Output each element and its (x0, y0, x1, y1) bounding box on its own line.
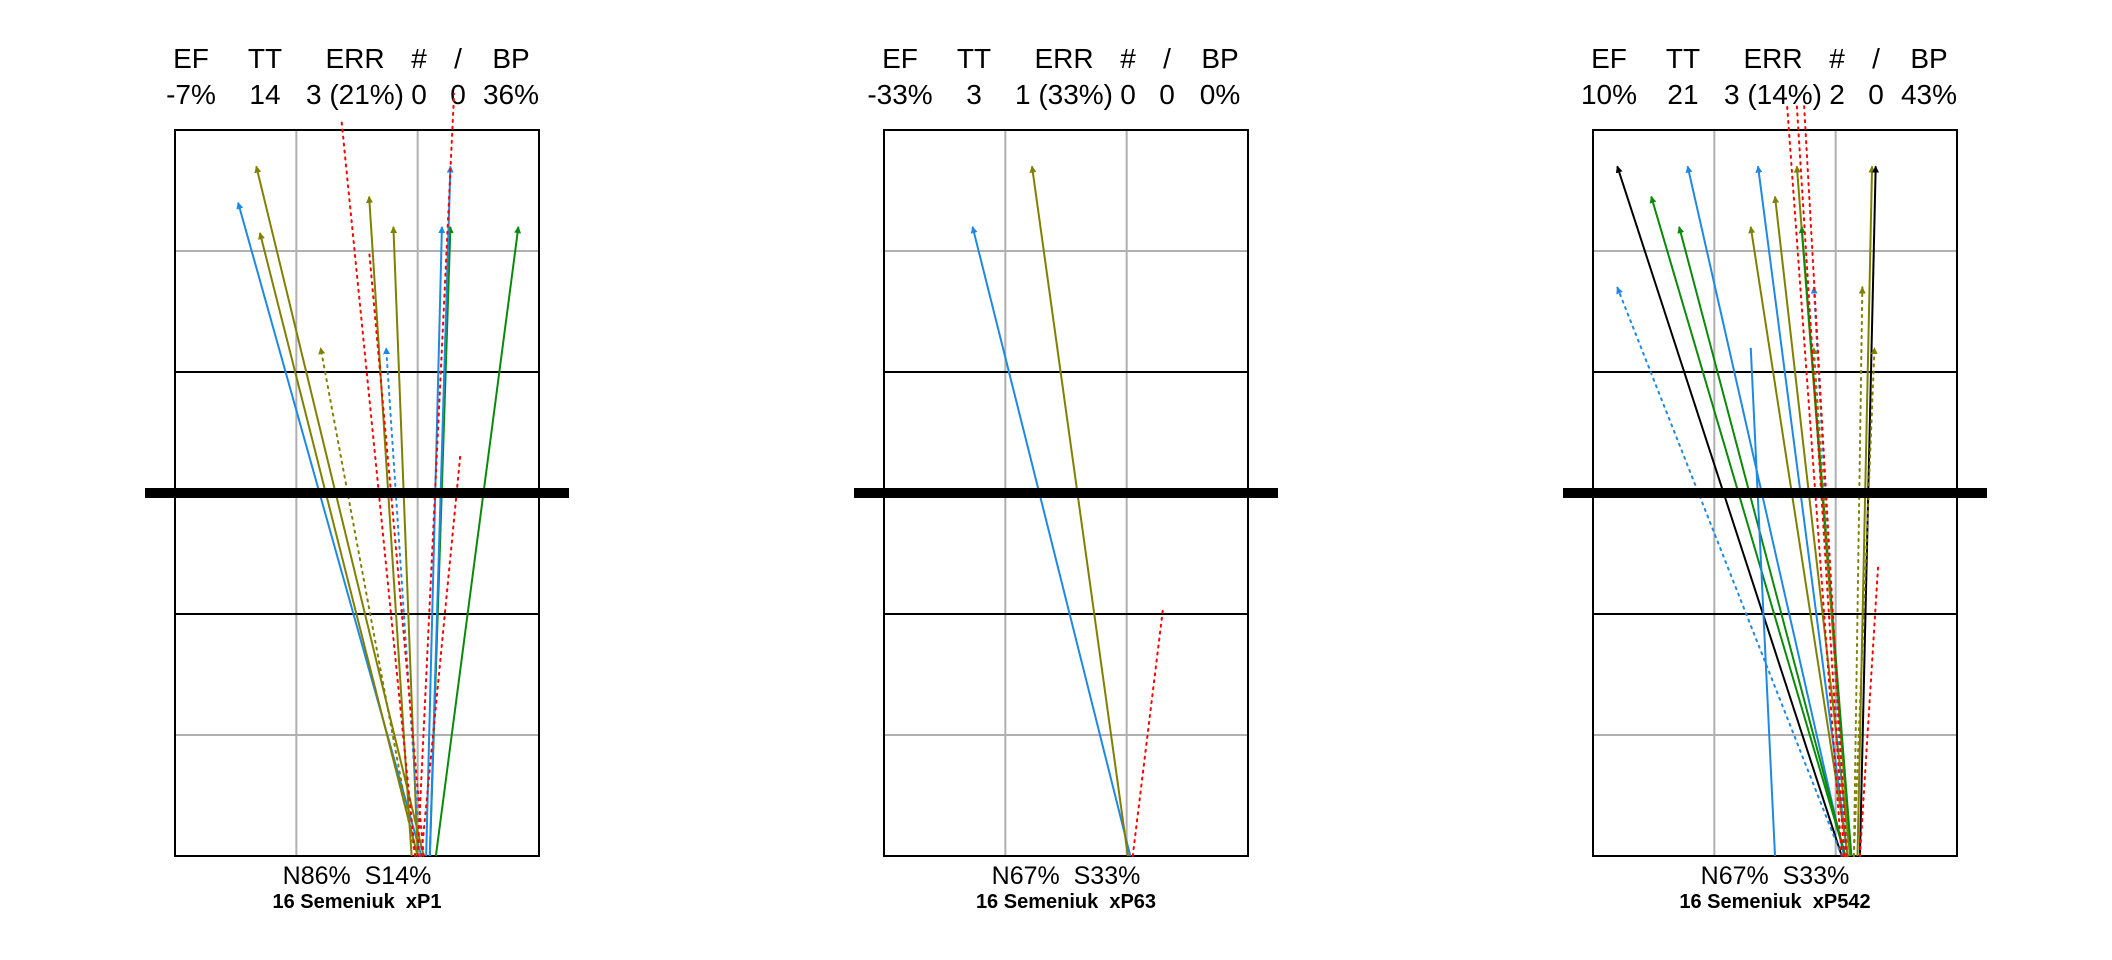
header-value: 3 (21%) (306, 79, 404, 110)
footer-caption: 16 Semeniuk xP1 (273, 891, 442, 913)
header-value: 0 (411, 79, 427, 110)
chart-panel: EF 10% TT 21 ERR 3 (14%)#2 / 0 BP 43% N67% S33%16 … (1563, 43, 1987, 913)
data-arrow (318, 346, 417, 857)
header-label: BP (492, 43, 529, 74)
header-label: ERR (325, 43, 384, 74)
header-value: 14 (249, 79, 280, 110)
header-label: TT (1666, 43, 1700, 74)
header-value: 21 (1667, 79, 1698, 110)
header-label: # (411, 43, 427, 74)
header-label: BP (1910, 43, 1947, 74)
data-arrow (1852, 346, 1878, 857)
data-arrow (383, 346, 422, 857)
header-value: 0 (450, 79, 466, 110)
header-value: 0 (1120, 79, 1136, 110)
footer-summary: N67% S33% (1701, 862, 1850, 890)
data-arrow (1748, 226, 1849, 857)
data-arrow (1685, 165, 1846, 857)
data-arrow (1786, 104, 1843, 857)
data-arrow (425, 226, 446, 857)
data-arrow (1677, 226, 1847, 857)
header-label: TT (248, 43, 282, 74)
header-label: BP (1201, 43, 1238, 74)
header-value: 36% (483, 79, 539, 110)
header-label: # (1829, 43, 1845, 74)
header-value: 10% (1581, 79, 1637, 110)
data-arrow (1749, 347, 1776, 857)
data-arrow (1615, 165, 1843, 857)
data-arrow (1755, 165, 1849, 857)
data-arrow (340, 116, 417, 857)
data-arrow (1795, 104, 1846, 857)
header-label: # (1120, 43, 1136, 74)
data-arrow (1772, 195, 1852, 857)
data-arrow (1649, 195, 1847, 857)
header-label: EF (173, 43, 209, 74)
data-arrow (1131, 606, 1165, 857)
header-label: EF (882, 43, 918, 74)
data-arrow (970, 226, 1132, 857)
header-value: 0% (1200, 79, 1240, 110)
data-arrow (254, 165, 425, 857)
data-arrow (368, 250, 425, 857)
header-label: ERR (1034, 43, 1093, 74)
footer-summary: N86% S14% (283, 862, 432, 890)
header-label: / (1872, 43, 1880, 74)
data-arrow (1858, 564, 1880, 857)
header-label: / (454, 43, 462, 74)
header-label: / (1163, 43, 1171, 74)
chart-panel: EF -33% TT 3 ERR 1 (33%)#0 / 0 BP 0% N67% S33%16 S… (854, 43, 1278, 913)
chart-panel: EF -7% TT 14 ERR 3 (21%)#0 / 0 BP 36% N86% S14%16 … (145, 43, 569, 913)
data-arrow (416, 92, 456, 857)
header-label: ERR (1743, 43, 1802, 74)
footer-caption: 16 Semeniuk xP542 (1679, 891, 1870, 913)
data-arrow (428, 165, 454, 857)
header-value: 3 (14%) (1724, 79, 1822, 110)
header-value: 43% (1901, 79, 1957, 110)
data-arrow (434, 226, 522, 857)
header-value: 3 (966, 79, 982, 110)
header-value: 0 (1868, 79, 1884, 110)
footer-caption: 16 Semeniuk xP63 (976, 891, 1156, 913)
footer-summary: N67% S33% (992, 862, 1141, 890)
header-value: 1 (33%) (1015, 79, 1113, 110)
header-value: -33% (867, 79, 932, 110)
data-arrow (1029, 165, 1129, 857)
header-value: -7% (166, 79, 216, 110)
header-value: 0 (1159, 79, 1175, 110)
header-value: 2 (1829, 79, 1845, 110)
data-arrow (258, 232, 419, 857)
data-arrow (366, 195, 413, 857)
data-arrow (1856, 165, 1876, 857)
header-label: TT (957, 43, 991, 74)
header-label: EF (1591, 43, 1627, 74)
data-arrow (1803, 104, 1848, 857)
